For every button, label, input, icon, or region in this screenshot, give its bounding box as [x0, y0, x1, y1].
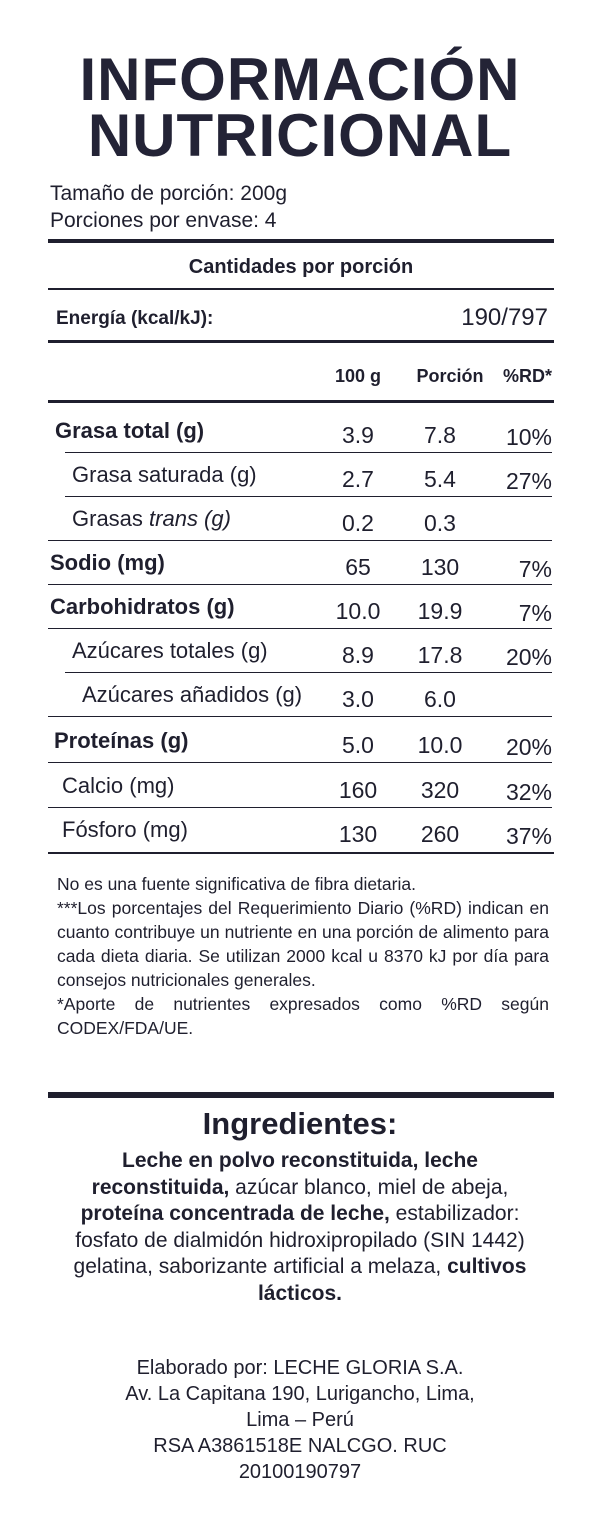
manufacturer-info: Elaborado por: LECHE GLORIA S.A. Av. La …	[60, 1355, 540, 1485]
value-portion: 0.3	[424, 510, 456, 536]
column-header-rd: %RD*	[502, 366, 552, 386]
value-rd: 20%	[505, 644, 552, 670]
row-divider	[65, 451, 552, 453]
title-line-2: NUTRICIONAL	[87, 102, 513, 169]
nutrient-name-italic: trans (g)	[149, 506, 231, 531]
codex-note: *Aporte de nutrientes expresados como %R…	[57, 994, 549, 1038]
ingredients-title: Ingredientes:	[202, 1106, 398, 1141]
nutrient-name: Sodio (mg)	[50, 550, 165, 575]
value-100g: 130	[338, 821, 378, 847]
row-divider	[48, 539, 552, 541]
amounts-per-serving-header: Cantidades por porción	[188, 256, 414, 278]
ingredients-bold-1: Leche en polvo reconstituida, leche reco…	[91, 1149, 478, 1199]
row-divider	[48, 715, 552, 717]
ingredients-list: Leche en polvo reconstituida, leche reco…	[60, 1148, 540, 1307]
ingredients-bold-3: proteína concentrada de leche,	[80, 1202, 390, 1225]
energy-label: Energía (kcal/kJ):	[56, 308, 214, 329]
column-header-100g: 100 g	[334, 366, 382, 386]
nutrient-row-protein: Proteínas (g) 5.0 10.0 20%	[0, 719, 600, 763]
value-rd: 27%	[505, 468, 552, 494]
nutrient-row-calcium: Calcio (mg) 160 320 32%	[0, 764, 600, 808]
value-portion: 5.4	[424, 466, 456, 492]
serving-info: Tamaño de porción: 200g Porciones por en…	[50, 180, 287, 234]
value-100g: 160	[338, 777, 378, 803]
value-100g: 0.2	[342, 510, 374, 536]
nutrient-row-carbohydrates: Carbohidratos (g) 10.0 19.9 7%	[0, 585, 600, 629]
value-rd: 32%	[505, 779, 552, 805]
ingredients-text-2: azúcar blanco, miel de abeja,	[229, 1175, 509, 1199]
value-portion: 10.0	[417, 732, 463, 758]
nutrient-name: Grasa saturada (g)	[72, 462, 257, 487]
value-portion: 7.8	[424, 422, 456, 448]
value-rd: 37%	[505, 823, 552, 849]
nutrient-row-sodium: Sodio (mg) 65 130 7%	[0, 541, 600, 585]
value-rd: 7%	[518, 600, 552, 626]
divider	[48, 340, 554, 343]
nutrient-name: Carbohidratos (g)	[50, 594, 235, 619]
value-100g: 3.0	[342, 686, 374, 712]
divider-thick	[48, 239, 554, 243]
servings-per-container: Porciones por envase: 4	[50, 209, 277, 232]
manufacturer-line-1: Elaborado por: LECHE GLORIA S.A.	[136, 1357, 464, 1379]
energy-value: 190/797	[461, 304, 548, 331]
nutrient-name: Grasas trans (g)	[72, 506, 231, 532]
divider-thick	[48, 1092, 554, 1098]
value-rd: 10%	[505, 424, 552, 450]
nutrient-name: Fósforo (mg)	[62, 817, 188, 842]
row-divider	[65, 495, 552, 497]
value-portion: 6.0	[424, 686, 456, 712]
value-portion: 19.9	[417, 598, 463, 624]
value-portion: 130	[420, 554, 460, 580]
nutrient-name-prefix: Grasas	[72, 506, 150, 531]
title-line-1: INFORMACIÓN	[79, 46, 521, 113]
value-portion: 17.8	[417, 642, 463, 668]
nutrient-name: Azúcares añadidos (g)	[82, 682, 303, 707]
nutrient-name: Calcio (mg)	[62, 773, 175, 798]
value-100g: 3.9	[342, 422, 374, 448]
nutrient-row-phosphorus: Fósforo (mg) 130 260 37%	[0, 808, 600, 852]
value-portion: 260	[420, 821, 460, 847]
manufacturer-line-2: Av. La Capitana 190, Lurigancho, Lima,	[125, 1383, 475, 1405]
value-rd: 20%	[505, 734, 552, 760]
nutrient-row-added-sugars: Azúcares añadidos (g) 3.0 6.0	[0, 673, 600, 717]
value-portion: 320	[420, 777, 460, 803]
divider	[48, 400, 554, 403]
nutrient-row-trans-fat: Grasas trans (g) 0.2 0.3	[0, 497, 600, 541]
rd-explanation-note: ***Los porcentajes del Requerimiento Dia…	[57, 898, 549, 990]
nutrient-row-saturated-fat: Grasa saturada (g) 2.7 5.4 27%	[0, 453, 600, 497]
nutrient-name: Grasa total (g)	[55, 418, 205, 443]
manufacturer-line-3: Lima – Perú	[246, 1409, 354, 1431]
nutrient-name: Azúcares totales (g)	[72, 638, 268, 663]
value-100g: 10.0	[335, 598, 381, 624]
nutrient-row-total-fat: Grasa total (g) 3.9 7.8 10%	[0, 409, 600, 453]
nutrient-name: Proteínas (g)	[54, 728, 189, 753]
row-divider	[48, 583, 552, 585]
value-100g: 2.7	[342, 466, 374, 492]
value-100g: 65	[345, 554, 371, 580]
divider	[48, 852, 554, 854]
label-title: INFORMACIÓN NUTRICIONAL	[0, 46, 600, 169]
row-divider	[48, 761, 552, 763]
serving-size: Tamaño de porción: 200g	[50, 182, 287, 205]
ingredients-text-4: estabilizador: fosfato de dialmidón hidr…	[73, 1202, 525, 1278]
divider	[48, 288, 554, 290]
value-rd: 7%	[518, 556, 552, 582]
row-divider	[65, 671, 552, 673]
row-divider	[48, 627, 552, 629]
row-divider	[48, 806, 552, 808]
footnotes: No es una fuente significativa de fibra …	[57, 872, 549, 1040]
nutrient-row-total-sugars: Azúcares totales (g) 8.9 17.8 20%	[0, 629, 600, 673]
manufacturer-line-5: 20100190797	[238, 1461, 362, 1483]
ingredients-bold-5: cultivos lácticos.	[257, 1255, 527, 1305]
value-100g: 5.0	[342, 732, 374, 758]
manufacturer-line-4: RSA A3861518E NALCGO. RUC	[153, 1435, 447, 1457]
value-100g: 8.9	[342, 642, 374, 668]
column-header-portion: Porción	[416, 366, 484, 386]
fiber-note: No es una fuente significativa de fibra …	[57, 874, 416, 894]
